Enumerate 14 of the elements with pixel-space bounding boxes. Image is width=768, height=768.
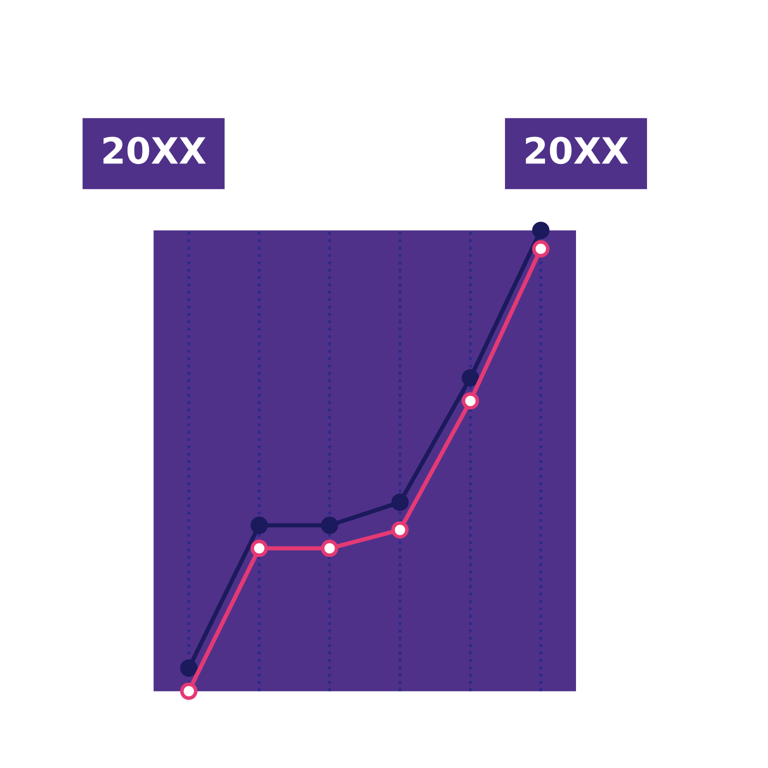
point [462,369,480,387]
point [532,222,550,240]
point [250,540,268,558]
point [180,659,198,677]
point [320,516,338,534]
point [532,240,550,258]
point [180,682,198,700]
point [391,494,409,511]
point [320,540,338,558]
point [391,521,409,539]
text: 20XX [526,136,628,164]
text: 20XX [103,136,206,164]
point [250,516,268,534]
point [462,392,480,410]
